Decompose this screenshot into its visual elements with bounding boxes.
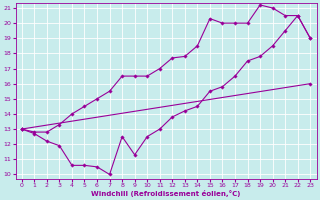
X-axis label: Windchill (Refroidissement éolien,°C): Windchill (Refroidissement éolien,°C)	[91, 190, 241, 197]
